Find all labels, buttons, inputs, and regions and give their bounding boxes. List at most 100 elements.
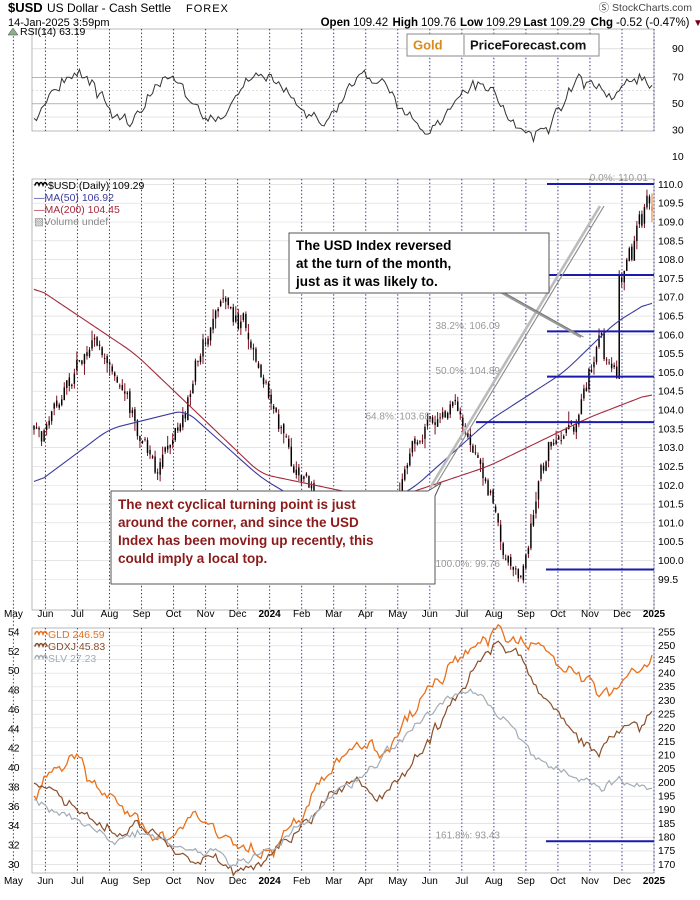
svg-text:100.0%: 99.76: 100.0%: 99.76 <box>436 559 501 570</box>
svg-text:Dec: Dec <box>613 609 631 620</box>
svg-text:May: May <box>388 876 407 887</box>
svg-text:34: 34 <box>8 821 20 832</box>
svg-text:at the turn of the month,: at the turn of the month, <box>296 256 451 271</box>
svg-text:30: 30 <box>8 860 20 871</box>
svg-text:0.0%: 110.01: 0.0%: 110.01 <box>590 173 649 184</box>
svg-text:Jun: Jun <box>422 609 438 620</box>
svg-text:102.0: 102.0 <box>658 481 684 492</box>
svg-text:210: 210 <box>658 750 675 761</box>
svg-text:109.0: 109.0 <box>658 218 684 229</box>
svg-text:Index has been moving up recen: Index has been moving up recently, this <box>118 533 374 548</box>
svg-text:—MA(200) 104.45: —MA(200) 104.45 <box>34 204 120 216</box>
svg-text:Jul: Jul <box>71 609 84 620</box>
svg-text:102.5: 102.5 <box>658 462 684 473</box>
svg-text:108.5: 108.5 <box>658 236 684 247</box>
svg-text:-0.52 (-0.47%): -0.52 (-0.47%) <box>616 17 690 29</box>
svg-text:Oct: Oct <box>166 609 182 620</box>
svg-text:100.0: 100.0 <box>658 556 684 567</box>
svg-text:RSI(14) 63.19: RSI(14) 63.19 <box>20 26 86 38</box>
svg-text:10: 10 <box>672 151 684 163</box>
svg-text:104.5: 104.5 <box>658 387 684 398</box>
svg-text:Oct: Oct <box>550 876 566 887</box>
svg-text:44: 44 <box>8 724 20 735</box>
svg-text:Aug: Aug <box>101 609 119 620</box>
svg-text:40: 40 <box>8 763 20 774</box>
svg-text:104.0: 104.0 <box>658 406 684 417</box>
svg-text:Sep: Sep <box>517 876 535 887</box>
svg-text:109.76: 109.76 <box>421 17 456 29</box>
svg-text:May: May <box>4 876 23 887</box>
svg-text:190: 190 <box>658 805 675 816</box>
svg-text:Jul: Jul <box>455 876 468 887</box>
svg-text:2024: 2024 <box>259 609 282 620</box>
svg-text:54: 54 <box>8 627 20 638</box>
svg-text:Ⓢ StockCharts.com: Ⓢ StockCharts.com <box>599 2 693 14</box>
svg-text:Sep: Sep <box>133 609 151 620</box>
svg-text:161.8%: 93.43: 161.8%: 93.43 <box>436 831 501 842</box>
svg-text:Aug: Aug <box>101 876 119 887</box>
svg-text:Nov: Nov <box>581 876 599 887</box>
svg-text:Chg: Chg <box>591 17 613 29</box>
svg-text:Aug: Aug <box>485 876 503 887</box>
svg-text:50: 50 <box>672 98 684 110</box>
svg-text:Jun: Jun <box>422 876 438 887</box>
svg-text:255: 255 <box>658 627 675 638</box>
svg-text:106.0: 106.0 <box>658 330 684 341</box>
svg-text:170: 170 <box>658 860 675 871</box>
svg-text:Nov: Nov <box>581 609 599 620</box>
svg-text:Dec: Dec <box>229 876 247 887</box>
svg-text:64.8%: 103.68: 64.8%: 103.68 <box>366 412 431 423</box>
svg-text:FOREX: FOREX <box>186 3 229 15</box>
svg-text:around the corner, and since t: around the corner, and since the USD <box>118 515 359 530</box>
svg-text:Oct: Oct <box>166 876 182 887</box>
svg-text:230: 230 <box>658 696 675 707</box>
svg-text:Mar: Mar <box>325 876 343 887</box>
svg-text:just as it was likely to.: just as it was likely to. <box>295 274 438 289</box>
svg-text:205: 205 <box>658 764 675 775</box>
svg-text:Apr: Apr <box>358 609 374 620</box>
svg-text:38.2%: 106.09: 38.2%: 106.09 <box>436 321 501 332</box>
svg-text:Dec: Dec <box>613 876 631 887</box>
svg-text:Open: Open <box>321 17 350 29</box>
svg-text:Feb: Feb <box>293 609 311 620</box>
svg-text:US Dollar - Cash Settle: US Dollar - Cash Settle <box>47 1 171 15</box>
svg-text:215: 215 <box>658 737 675 748</box>
svg-text:101.0: 101.0 <box>658 518 684 529</box>
svg-text:109.42: 109.42 <box>353 17 388 29</box>
svg-text:70: 70 <box>672 72 684 84</box>
svg-text:220: 220 <box>658 723 675 734</box>
svg-text:240: 240 <box>658 668 675 679</box>
svg-text:Apr: Apr <box>358 876 374 887</box>
svg-text:109.29: 109.29 <box>486 17 521 29</box>
svg-text:107.5: 107.5 <box>658 274 684 285</box>
svg-text:2025: 2025 <box>643 876 666 887</box>
svg-text:—MA(50) 106.92: —MA(50) 106.92 <box>34 192 114 204</box>
svg-text:36: 36 <box>8 802 20 813</box>
svg-text:Jun: Jun <box>37 876 53 887</box>
svg-text:Jul: Jul <box>71 876 84 887</box>
svg-text:GLD 246.59: GLD 246.59 <box>48 629 105 641</box>
svg-text:PriceForecast.com: PriceForecast.com <box>470 38 586 53</box>
svg-text:30: 30 <box>672 125 684 137</box>
svg-text:109.5: 109.5 <box>658 199 684 210</box>
svg-text:110.0: 110.0 <box>658 180 683 191</box>
svg-text:105.0: 105.0 <box>658 368 684 379</box>
svg-text:250: 250 <box>658 641 675 652</box>
svg-text:38: 38 <box>8 782 20 793</box>
svg-text:109.29: 109.29 <box>550 17 585 29</box>
svg-text:High: High <box>392 17 418 29</box>
svg-text:Low: Low <box>460 17 483 29</box>
svg-text:Dec: Dec <box>229 609 247 620</box>
svg-text:42: 42 <box>8 744 20 755</box>
svg-text:Oct: Oct <box>550 609 566 620</box>
svg-text:Jul: Jul <box>455 609 468 620</box>
svg-text:185: 185 <box>658 819 675 830</box>
svg-text:180: 180 <box>658 833 675 844</box>
svg-text:Sep: Sep <box>517 609 535 620</box>
svg-text:107.0: 107.0 <box>658 293 684 304</box>
svg-text:105.5: 105.5 <box>658 349 684 360</box>
svg-text:100.5: 100.5 <box>658 537 684 548</box>
svg-text:90: 90 <box>672 43 684 55</box>
svg-text:GDXJ 45.83: GDXJ 45.83 <box>48 641 105 653</box>
svg-text:225: 225 <box>658 709 675 720</box>
